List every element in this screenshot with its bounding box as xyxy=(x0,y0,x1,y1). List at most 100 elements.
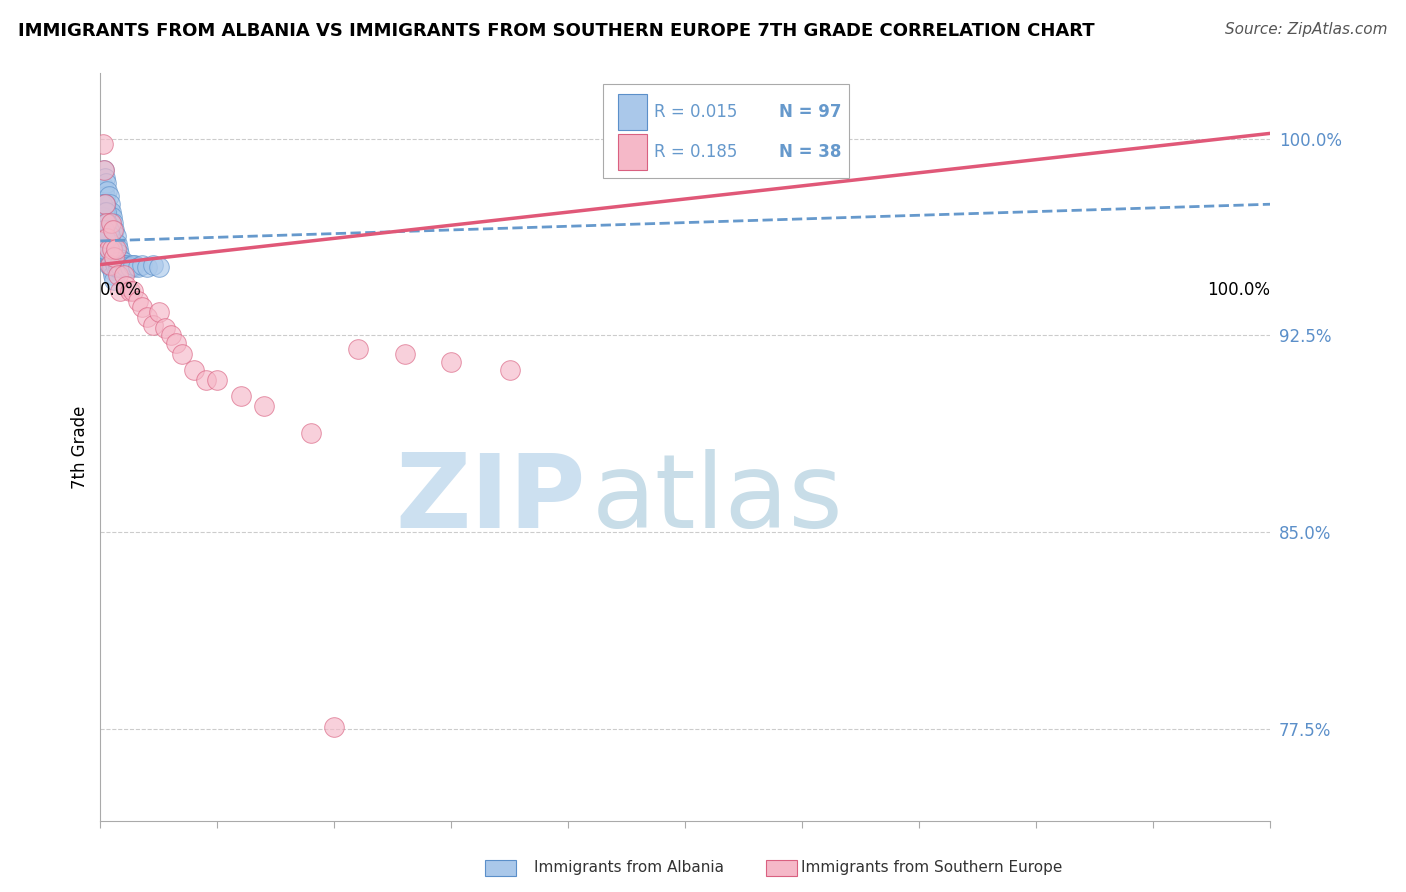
Text: 0.0%: 0.0% xyxy=(100,281,142,299)
Point xyxy=(105,255,128,269)
Point xyxy=(98,228,121,243)
Point xyxy=(148,260,170,275)
Point xyxy=(299,425,322,440)
Point xyxy=(103,223,125,237)
Text: atlas: atlas xyxy=(592,449,844,549)
Point xyxy=(172,347,194,361)
Text: ZIP: ZIP xyxy=(395,449,586,549)
Point xyxy=(107,242,129,256)
Point xyxy=(96,223,118,237)
Point xyxy=(110,260,132,275)
Point xyxy=(94,211,117,225)
Point xyxy=(100,216,122,230)
Point xyxy=(103,231,125,245)
Point xyxy=(111,260,134,275)
Point xyxy=(98,247,121,261)
Y-axis label: 7th Grade: 7th Grade xyxy=(72,405,89,489)
Point xyxy=(117,260,139,275)
Point xyxy=(346,342,368,356)
Point xyxy=(101,242,124,256)
Point xyxy=(103,250,125,264)
Point xyxy=(142,318,165,332)
Point xyxy=(165,336,187,351)
Point xyxy=(94,197,117,211)
Point xyxy=(97,242,120,256)
Point xyxy=(101,244,124,259)
Point xyxy=(96,197,118,211)
Point xyxy=(440,354,463,368)
Point xyxy=(104,244,127,259)
Point xyxy=(159,328,181,343)
Point xyxy=(107,260,129,275)
Point xyxy=(100,205,122,219)
Point xyxy=(94,231,117,245)
Text: R = 0.185: R = 0.185 xyxy=(654,143,737,161)
Point xyxy=(93,223,115,237)
Point xyxy=(108,262,131,277)
Point xyxy=(97,223,120,237)
Point xyxy=(103,258,125,272)
Point xyxy=(136,310,159,324)
Point xyxy=(96,176,118,190)
Point xyxy=(114,260,136,275)
Point xyxy=(91,178,114,193)
Point xyxy=(104,242,127,256)
Point xyxy=(122,284,145,298)
Point xyxy=(90,197,112,211)
Point xyxy=(103,223,125,237)
Point xyxy=(96,184,118,198)
Point xyxy=(136,260,159,275)
FancyBboxPatch shape xyxy=(617,134,647,169)
Point xyxy=(101,211,124,225)
Point xyxy=(115,258,138,272)
Point xyxy=(97,189,120,203)
Point xyxy=(91,211,114,225)
Point xyxy=(105,255,128,269)
Point xyxy=(104,228,127,243)
Point xyxy=(97,205,120,219)
Point xyxy=(103,250,125,264)
Point xyxy=(127,294,149,309)
Point xyxy=(101,260,124,275)
Point xyxy=(98,258,121,272)
Point xyxy=(105,236,128,251)
FancyBboxPatch shape xyxy=(603,84,849,178)
Point xyxy=(101,242,124,256)
Point xyxy=(115,260,138,275)
Point xyxy=(96,231,118,245)
Text: N = 38: N = 38 xyxy=(779,143,841,161)
Point xyxy=(96,205,118,219)
Point xyxy=(101,228,124,243)
Text: Immigrants from Albania: Immigrants from Albania xyxy=(534,860,724,874)
Point xyxy=(93,163,115,178)
Point xyxy=(120,258,142,272)
Point xyxy=(118,260,141,275)
Point xyxy=(100,242,122,256)
Text: Source: ZipAtlas.com: Source: ZipAtlas.com xyxy=(1225,22,1388,37)
Point xyxy=(499,362,522,376)
Point xyxy=(98,250,121,264)
Point xyxy=(108,247,131,261)
Point xyxy=(103,268,125,282)
Point xyxy=(110,252,132,267)
Point xyxy=(97,223,120,237)
Point xyxy=(122,260,145,275)
Point xyxy=(183,362,205,376)
Point xyxy=(91,136,114,151)
Point xyxy=(93,184,115,198)
Point xyxy=(100,255,122,269)
Point xyxy=(104,260,127,275)
Point xyxy=(94,228,117,243)
Text: R = 0.015: R = 0.015 xyxy=(654,103,737,121)
Text: 100.0%: 100.0% xyxy=(1208,281,1271,299)
Point xyxy=(97,242,120,256)
Point xyxy=(101,262,124,277)
Point xyxy=(103,255,125,269)
Point xyxy=(97,242,120,256)
Point xyxy=(93,205,115,219)
Point xyxy=(107,258,129,272)
Point xyxy=(90,189,112,203)
Point xyxy=(103,273,125,287)
Point xyxy=(96,205,118,219)
Point xyxy=(131,300,153,314)
